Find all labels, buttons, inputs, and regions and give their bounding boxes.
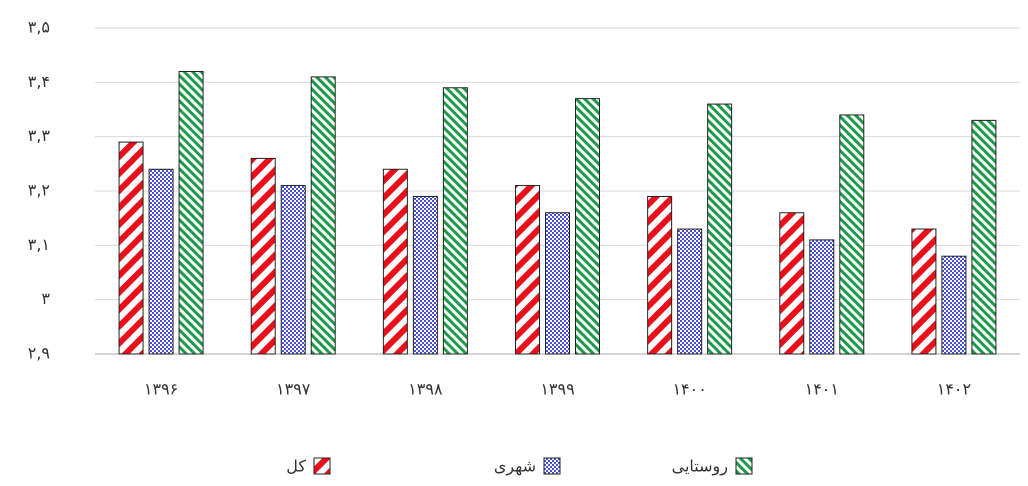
x-tick-label: ۱۳۹۷ xyxy=(276,380,311,399)
x-tick-label: ۱۳۹۹ xyxy=(540,380,574,399)
legend-swatch xyxy=(735,457,753,475)
bar xyxy=(250,157,276,355)
legend-item: روستایی xyxy=(672,457,753,477)
y-tick-label: ۳,۴ xyxy=(28,72,50,91)
bar xyxy=(941,255,967,355)
legend-swatch xyxy=(313,457,331,475)
y-tick-label: ۲,۹ xyxy=(28,344,50,363)
bar xyxy=(178,70,204,355)
x-tick-label: ۱۴۰۱ xyxy=(805,380,839,399)
y-tick-label: ۳,۲ xyxy=(28,181,50,200)
legend-swatch xyxy=(543,457,561,475)
x-tick-label: ۱۳۹۸ xyxy=(408,380,443,399)
y-tick-label: ۳,۵ xyxy=(28,18,50,37)
bar xyxy=(118,141,144,355)
legend-label: روستایی xyxy=(672,457,728,477)
bar xyxy=(707,103,733,355)
bar xyxy=(280,185,306,355)
legend-item: کل xyxy=(286,457,331,476)
bar xyxy=(148,168,174,355)
bar xyxy=(412,195,438,355)
x-tick-label: ۱۳۹۶ xyxy=(144,380,178,399)
bar xyxy=(545,212,570,355)
bar xyxy=(971,119,997,355)
y-tick-label: ۳,۳ xyxy=(28,126,51,145)
bar xyxy=(647,195,673,355)
bar xyxy=(382,168,408,355)
legend-label: شهری xyxy=(494,457,536,477)
bar xyxy=(515,185,540,355)
y-tick-label: ۳ xyxy=(41,289,50,308)
bar xyxy=(310,76,336,355)
x-tick-label: ۱۴۰۰ xyxy=(672,380,706,399)
legend-item: شهری xyxy=(494,457,561,477)
x-tick-label: ۱۴۰۲ xyxy=(937,380,971,399)
bar xyxy=(911,228,937,355)
bar xyxy=(779,212,805,355)
bar xyxy=(839,114,865,355)
legend-label: کل xyxy=(286,457,306,476)
y-tick-label: ۳,۱ xyxy=(28,235,50,254)
bar xyxy=(575,98,600,355)
bar xyxy=(809,239,835,355)
bar xyxy=(677,228,703,355)
bar xyxy=(442,87,468,355)
